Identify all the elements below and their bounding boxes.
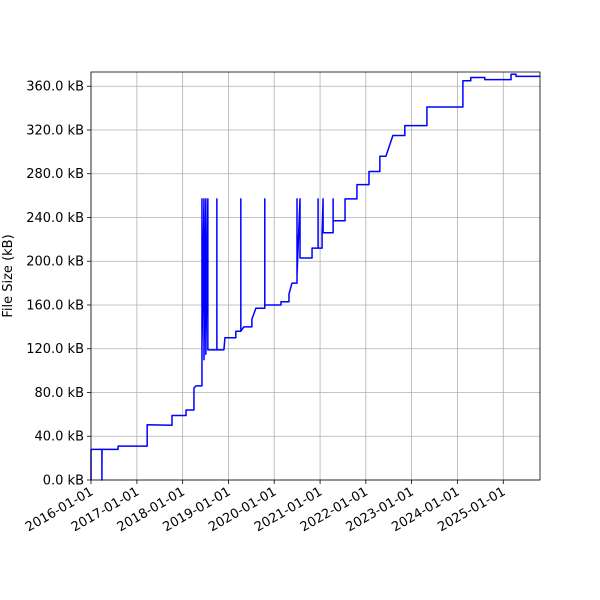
y-tick-label: 320.0 kB	[26, 123, 84, 138]
y-axis-label: File Size (kB)	[1, 234, 16, 317]
y-tick-label: 280.0 kB	[26, 167, 84, 182]
y-tick-label: 200.0 kB	[26, 255, 84, 270]
data-line	[90, 73, 540, 481]
y-tick-label: 80.0 kB	[34, 386, 84, 401]
y-tick-label: 120.0 kB	[26, 342, 84, 357]
plot-frame	[90, 71, 541, 481]
y-tick-label: 240.0 kB	[26, 211, 84, 226]
y-tick-label: 360.0 kB	[26, 80, 84, 95]
y-tick-label: 40.0 kB	[34, 430, 84, 445]
y-tick-label: 160.0 kB	[26, 298, 84, 313]
y-tick-label: 0.0 kB	[43, 474, 84, 489]
